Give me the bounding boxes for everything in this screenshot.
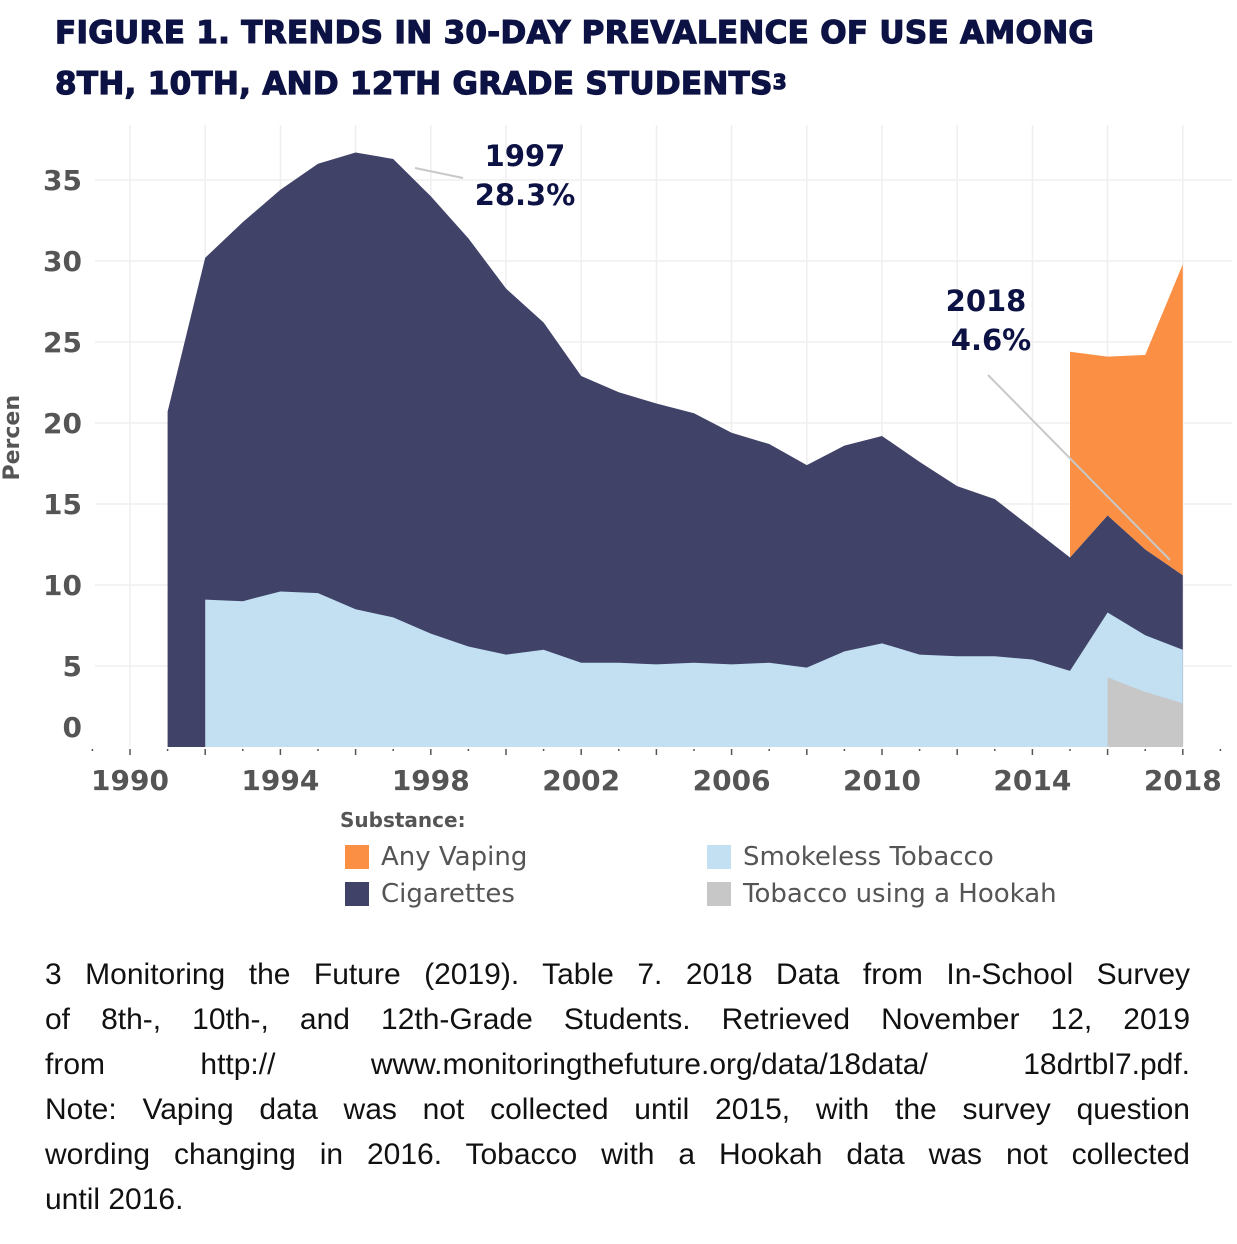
cigarettes-area xyxy=(167,152,1183,747)
y-axis-label: Percen xyxy=(0,395,25,481)
x-tick-label: 1990 xyxy=(91,764,169,797)
y-tick-label: 5 xyxy=(63,650,82,683)
legend-label: Tobacco using a Hookah xyxy=(743,879,1057,909)
legend-label: Cigarettes xyxy=(381,879,515,909)
legend-item-smokeless-tobacco: Smokeless Tobacco xyxy=(707,842,994,872)
y-tick-label: 35 xyxy=(43,164,82,197)
annotation-1997-value: 28.3% xyxy=(475,178,576,212)
legend-label: Smokeless Tobacco xyxy=(743,842,994,872)
annotation-leader-2018 xyxy=(987,374,1171,561)
annotation-1997-year: 1997 xyxy=(485,139,566,173)
legend-title: Substance: xyxy=(340,808,466,832)
x-tick-label: 2014 xyxy=(993,764,1071,797)
footnote-line: from http:// www.monitoringthefuture.org… xyxy=(45,1048,1190,1081)
legend-swatch xyxy=(707,845,731,869)
footnote-line: until 2016. xyxy=(45,1183,184,1216)
annotation-2018-value: 4.6% xyxy=(951,323,1031,357)
legend-swatch xyxy=(345,845,369,869)
x-tick-label: 2002 xyxy=(542,764,620,797)
footnote-line: 3 Monitoring the Future (2019). Table 7.… xyxy=(45,958,1190,991)
title-line-1: FIGURE 1. TRENDS IN 30-DAY PREVALENCE OF… xyxy=(54,14,1095,51)
legend-swatch xyxy=(345,882,369,906)
y-tick-label: 30 xyxy=(43,245,82,278)
legend-item-any-vaping: Any Vaping xyxy=(345,842,527,872)
legend-item-cigarettes: Cigarettes xyxy=(345,879,515,909)
hookah-area xyxy=(1107,677,1183,747)
y-tick-label: 10 xyxy=(43,569,82,602)
footnote-line: wording changing in 2016. Tobacco with a… xyxy=(45,1138,1190,1171)
y-tick-label: 20 xyxy=(43,407,82,440)
y-tick-label: 15 xyxy=(43,488,82,521)
area-chart: 1990 1994 1998 2002 2006 2010 2014 2018 0 5 10 15 20… xyxy=(43,125,1232,797)
any-vaping-area xyxy=(1070,264,1183,576)
x-tick-label: 1994 xyxy=(241,764,319,797)
y-tick-label: 25 xyxy=(43,326,82,359)
footnote: 3 Monitoring the Future (2019). Table 7.… xyxy=(45,952,1190,1222)
footnote-ref: 3 xyxy=(772,69,787,94)
figure-title: FIGURE 1. TRENDS IN 30-DAY PREVALENCE OF… xyxy=(54,8,1235,110)
footnote-line: of 8th-, 10th-, and 12th-Grade Students.… xyxy=(45,1003,1190,1036)
x-tick-label: 1998 xyxy=(392,764,470,797)
y-tick-label: 0 xyxy=(63,711,82,744)
title-line-2-text: 8TH, 10TH, AND 12TH GRADE STUDENTS xyxy=(54,65,773,102)
legend-label: Any Vaping xyxy=(381,842,528,872)
annotation-leader-1997 xyxy=(414,167,464,179)
title-line-2: 8TH, 10TH, AND 12TH GRADE STUDENTS3 xyxy=(54,59,1235,110)
legend-item-hookah: Tobacco using a Hookah xyxy=(707,879,1057,909)
x-tick-label: 2006 xyxy=(693,764,771,797)
x-tick-label: 2018 xyxy=(1144,764,1222,797)
legend-swatch xyxy=(707,882,731,906)
footnote-line: Note: Vaping data was not collected unti… xyxy=(45,1093,1190,1126)
smokeless-tobacco-area xyxy=(205,591,1183,747)
x-tick-label: 2010 xyxy=(843,764,921,797)
annotation-2018-year: 2018 xyxy=(946,284,1027,318)
